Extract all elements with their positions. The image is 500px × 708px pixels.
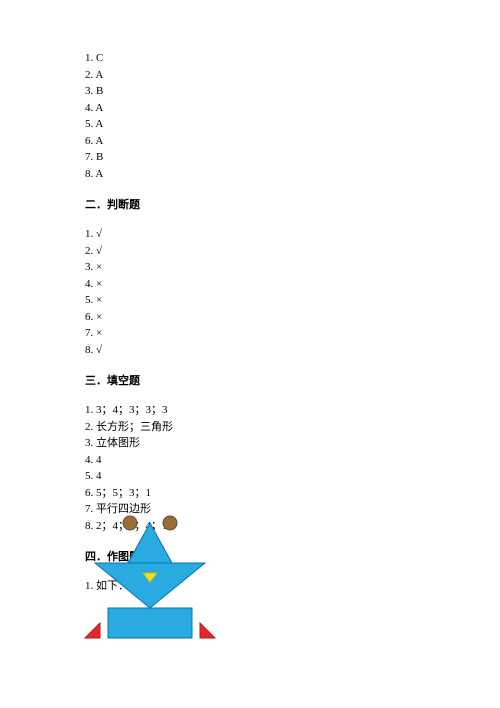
answer-item: 6. ×: [85, 309, 440, 326]
figure-drawing: [75, 508, 225, 658]
answer-item: 1. 3；4；3；3；3: [85, 402, 440, 419]
answer-item: 1. √: [85, 226, 440, 243]
answer-item: 5. 4: [85, 468, 440, 485]
answer-item: 1. C: [85, 50, 440, 67]
answer-item: 4. ×: [85, 276, 440, 293]
answer-item: 6. A: [85, 133, 440, 150]
geometric-figure-icon: [75, 508, 225, 658]
answer-item: 3. ×: [85, 259, 440, 276]
answer-item: 2. A: [85, 67, 440, 84]
section1-answers: 1. C 2. A 3. B 4. A 5. A 6. A 7. B 8. A: [85, 50, 440, 182]
answer-item: 3. 立体图形: [85, 435, 440, 452]
answer-item: 8. A: [85, 166, 440, 183]
answer-item: 2. 长方形；三角形: [85, 419, 440, 436]
answer-item: 8. √: [85, 342, 440, 359]
answer-item: 5. A: [85, 116, 440, 133]
answer-item: 7. ×: [85, 325, 440, 342]
section2-answers: 1. √ 2. √ 3. × 4. × 5. × 6. × 7. × 8. √: [85, 226, 440, 358]
section3-header: 三．填空题: [85, 372, 440, 388]
answer-item: 2. √: [85, 243, 440, 260]
answer-item: 4. A: [85, 100, 440, 117]
section2-header: 二．判断题: [85, 196, 440, 212]
answer-item: 6. 5；5；3；1: [85, 485, 440, 502]
answer-item: 3. B: [85, 83, 440, 100]
answer-item: 7. B: [85, 149, 440, 166]
answer-item: 4. 4: [85, 452, 440, 469]
answer-item: 5. ×: [85, 292, 440, 309]
